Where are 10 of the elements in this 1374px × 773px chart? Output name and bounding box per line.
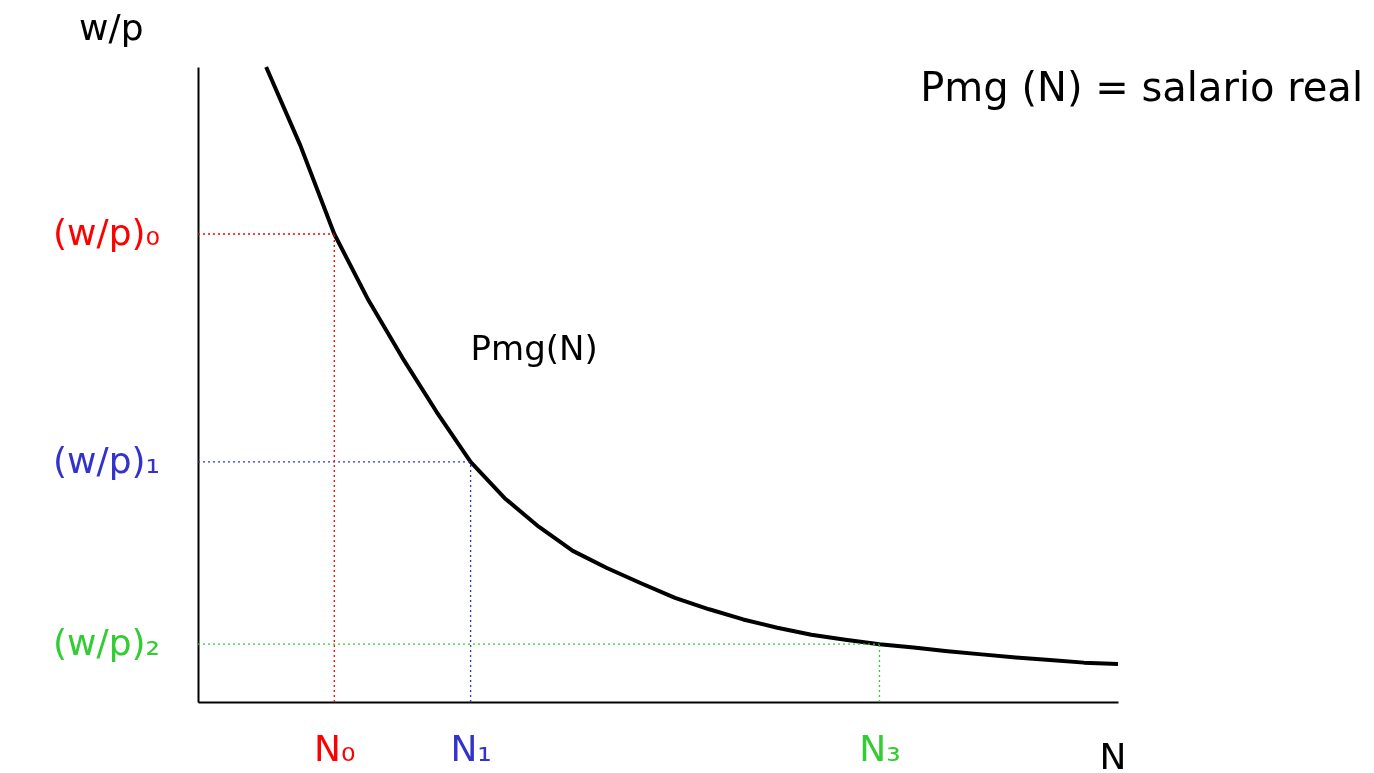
ref-line-label: (w/p)₁ (53, 439, 160, 481)
y-axis-title: w/p (79, 6, 144, 48)
x-tick-label: N₀ (314, 727, 356, 769)
x-tick-label: N₃ (859, 727, 901, 769)
ref-line-label: (w/p)₀ (53, 212, 160, 254)
series-label: Pmg(N) (470, 327, 598, 368)
ref-line-label: (w/p)₂ (53, 622, 160, 664)
x-axis-title: N (1099, 735, 1127, 773)
annotation: Pmg (N) = salario real (920, 64, 1363, 110)
x-tick-label: N₁ (450, 727, 492, 769)
